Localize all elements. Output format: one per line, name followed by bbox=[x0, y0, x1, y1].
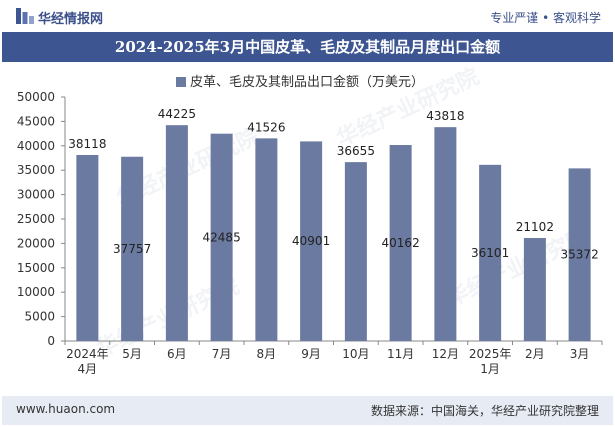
x-tick-label: 2025年 bbox=[469, 347, 512, 361]
x-tick-label: 12月 bbox=[432, 347, 459, 361]
footer-bar: www.huaon.com 数据来源：中国海关，华经产业研究院整理 bbox=[2, 396, 613, 425]
x-tick-label: 5月 bbox=[122, 347, 142, 361]
x-tick-label: 8月 bbox=[257, 347, 277, 361]
x-tick-label: 7月 bbox=[212, 347, 232, 361]
y-tick-label: 5000 bbox=[24, 310, 55, 324]
bar bbox=[210, 133, 233, 341]
y-tick-label: 50000 bbox=[17, 90, 55, 104]
bar bbox=[165, 125, 188, 341]
tagline: 专业严谨 • 客观科学 bbox=[490, 11, 601, 25]
data-label: 37757 bbox=[113, 242, 151, 256]
data-label: 42485 bbox=[203, 230, 241, 244]
data-label: 36655 bbox=[337, 144, 375, 158]
x-tick-label: 4月 bbox=[78, 362, 98, 376]
data-label: 38118 bbox=[68, 137, 106, 151]
y-tick-label: 40000 bbox=[17, 139, 55, 153]
data-label: 43818 bbox=[426, 109, 464, 123]
bar bbox=[523, 238, 546, 341]
bar bbox=[344, 162, 367, 341]
data-label: 21102 bbox=[516, 220, 554, 234]
bar bbox=[568, 168, 591, 341]
data-label: 41526 bbox=[247, 120, 285, 134]
bar bbox=[300, 141, 323, 341]
bar bbox=[255, 138, 278, 341]
top-bar: 华经情报网 专业严谨 • 客观科学 bbox=[0, 0, 615, 32]
chart-title: 2024-2025年3月中国皮革、毛皮及其制品月度出口金额 bbox=[114, 38, 501, 56]
bar bbox=[121, 156, 144, 341]
x-tick-label: 3月 bbox=[570, 347, 590, 361]
data-label: 40901 bbox=[292, 234, 330, 248]
x-tick-label: 11月 bbox=[387, 347, 414, 361]
x-tick-label: 10月 bbox=[342, 347, 369, 361]
data-label: 36101 bbox=[471, 246, 509, 260]
y-tick-label: 20000 bbox=[17, 236, 55, 250]
logo-icon bbox=[16, 8, 34, 24]
bar bbox=[76, 154, 99, 341]
bar bbox=[434, 127, 457, 342]
bar bbox=[479, 164, 502, 341]
data-label: 35372 bbox=[561, 248, 599, 262]
x-tick-label: 6月 bbox=[167, 347, 187, 361]
title-bar: 2024-2025年3月中国皮革、毛皮及其制品月度出口金额 bbox=[2, 32, 613, 62]
data-source: 数据来源：中国海关，华经产业研究院整理 bbox=[370, 404, 599, 418]
bar bbox=[389, 145, 412, 341]
y-tick-label: 10000 bbox=[17, 285, 55, 299]
y-tick-label: 30000 bbox=[17, 188, 55, 202]
y-tick-label: 15000 bbox=[17, 261, 55, 275]
data-label: 40162 bbox=[382, 236, 420, 250]
x-tick-label: 1月 bbox=[480, 362, 500, 376]
y-tick-label: 25000 bbox=[17, 212, 55, 226]
x-tick-label: 9月 bbox=[301, 347, 321, 361]
x-tick-label: 2024年 bbox=[66, 347, 109, 361]
brand-name: 华经情报网 bbox=[38, 12, 104, 27]
x-tick-label: 2月 bbox=[525, 347, 545, 361]
y-tick-label: 35000 bbox=[17, 163, 55, 177]
y-tick-label: 0 bbox=[47, 334, 55, 348]
legend-label: 皮革、毛皮及其制品出口金额（万美元） bbox=[190, 74, 424, 90]
y-tick-label: 45000 bbox=[17, 114, 55, 128]
legend-swatch bbox=[176, 77, 186, 87]
bar-chart: 皮革、毛皮及其制品出口金额（万美元） 0 5000 10000 15000 20000 25… bbox=[17, 74, 603, 376]
data-label: 44225 bbox=[158, 107, 196, 121]
website-link[interactable]: www.huaon.com bbox=[16, 402, 116, 416]
